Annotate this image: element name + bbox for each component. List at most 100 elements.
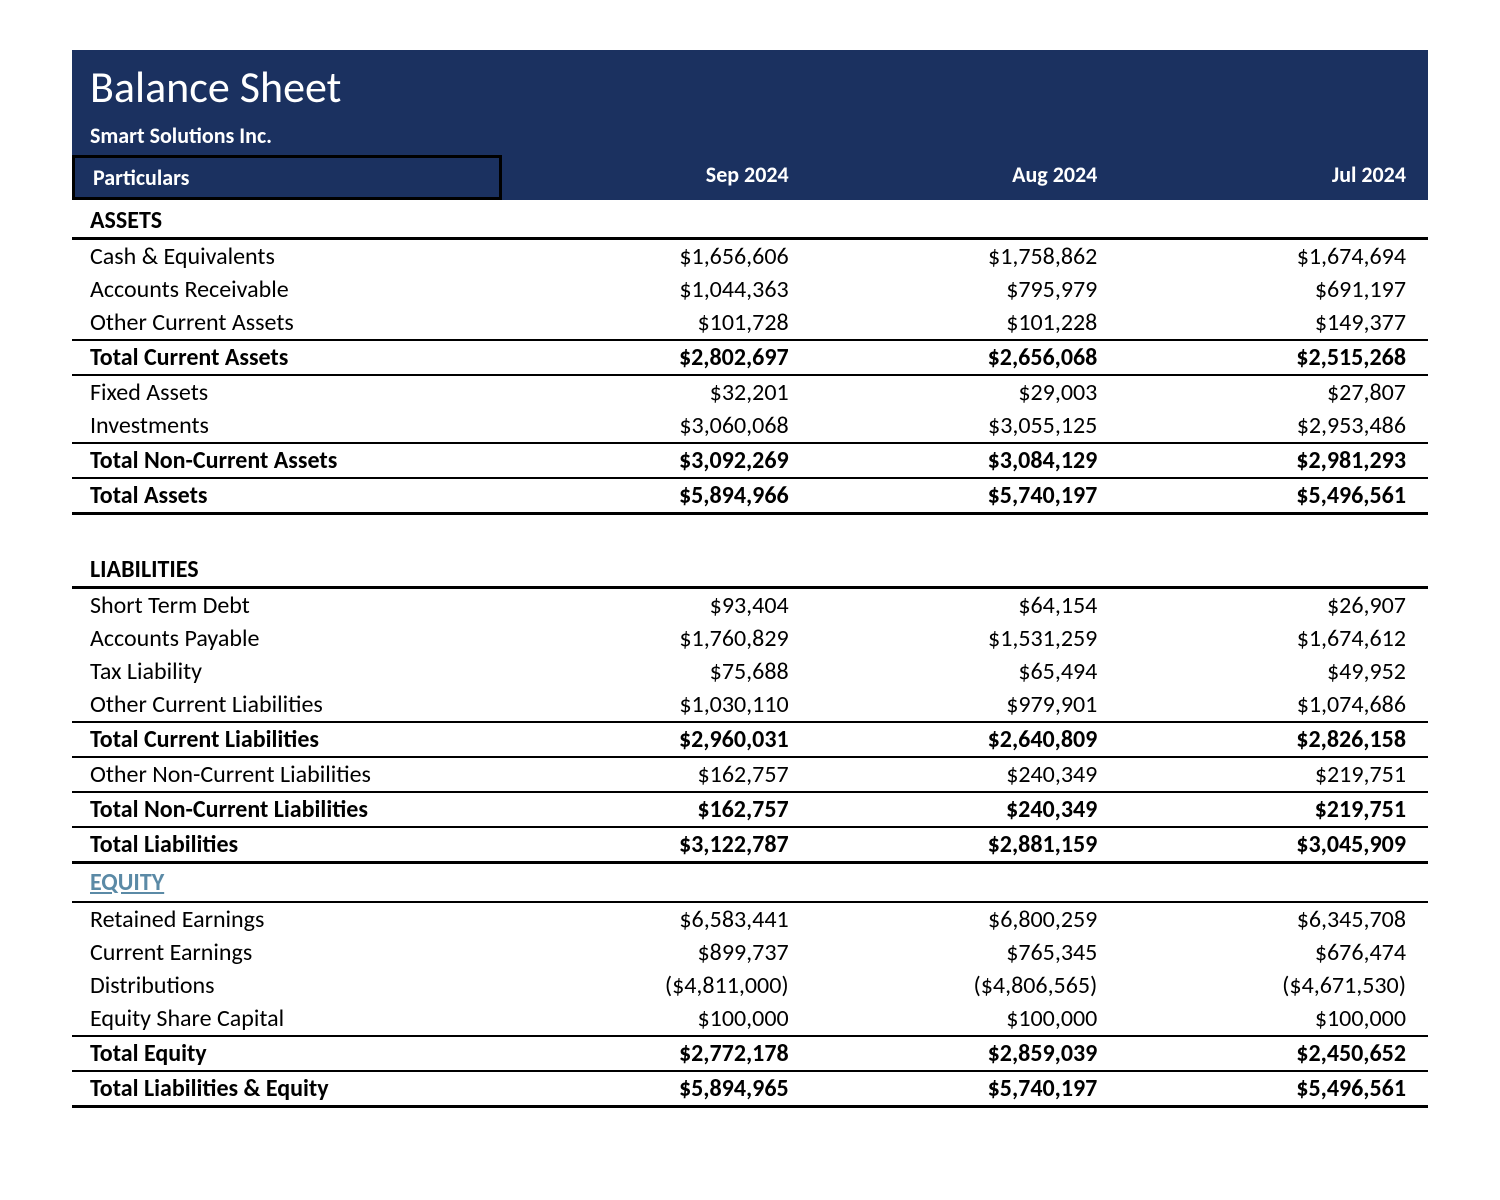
row-val: $3,122,787 [502, 828, 811, 861]
row-val: $101,228 [811, 306, 1120, 339]
row-val: ($4,811,000) [502, 969, 811, 1002]
row-other-current-liabilities: Other Current Liabilities $1,030,110 $97… [72, 688, 1428, 721]
row-val: $1,030,110 [502, 688, 811, 721]
company-name: Smart Solutions Inc. [72, 120, 1428, 155]
row-val: $1,074,686 [1119, 688, 1428, 721]
column-header-row: Particulars Sep 2024 Aug 2024 Jul 2024 [72, 155, 1428, 200]
row-cash: Cash & Equivalents $1,656,606 $1,758,862… [72, 240, 1428, 273]
row-label: Cash & Equivalents [72, 240, 502, 273]
row-val: $1,758,862 [811, 240, 1120, 273]
page: Balance Sheet Smart Solutions Inc. Parti… [0, 0, 1500, 1200]
row-val: $3,084,129 [811, 444, 1120, 477]
row-val: $1,760,829 [502, 622, 811, 655]
row-val: $5,740,197 [811, 1072, 1120, 1105]
row-val: $5,894,965 [502, 1072, 811, 1105]
row-label: Retained Earnings [72, 903, 502, 936]
row-val: $219,751 [1119, 793, 1428, 826]
row-label: Total Equity [72, 1037, 502, 1070]
section-heading-equity: EQUITY [72, 864, 1428, 903]
row-label: Tax Liability [72, 655, 502, 688]
row-current-earnings: Current Earnings $899,737 $765,345 $676,… [72, 936, 1428, 969]
row-val: $1,674,612 [1119, 622, 1428, 655]
balance-sheet: Balance Sheet Smart Solutions Inc. Parti… [72, 50, 1428, 1108]
sheet-body: ASSETS Cash & Equivalents $1,656,606 $1,… [72, 200, 1428, 1108]
row-label: Distributions [72, 969, 502, 1002]
column-header-period-2: Jul 2024 [1119, 155, 1428, 200]
row-val: $2,656,068 [811, 341, 1120, 374]
row-total-noncurrent-assets: Total Non-Current Assets $3,092,269 $3,0… [72, 442, 1428, 479]
row-val: $1,674,694 [1119, 240, 1428, 273]
row-val: $93,404 [502, 589, 811, 622]
row-label: Total Liabilities [72, 828, 502, 861]
row-val: $2,640,809 [811, 723, 1120, 756]
row-equity-share-capital: Equity Share Capital $100,000 $100,000 $… [72, 1002, 1428, 1035]
row-val: $2,960,031 [502, 723, 811, 756]
row-val: $676,474 [1119, 936, 1428, 969]
row-total-liabilities-equity: Total Liabilities & Equity $5,894,965 $5… [72, 1072, 1428, 1108]
row-label: Fixed Assets [72, 376, 502, 409]
row-val: $1,531,259 [811, 622, 1120, 655]
section-heading-assets: ASSETS [72, 200, 1428, 240]
row-label: Equity Share Capital [72, 1002, 502, 1035]
row-tax-liability: Tax Liability $75,688 $65,494 $49,952 [72, 655, 1428, 688]
row-val: $219,751 [1119, 758, 1428, 791]
row-val: $795,979 [811, 273, 1120, 306]
row-investments: Investments $3,060,068 $3,055,125 $2,953… [72, 409, 1428, 442]
row-val: $3,045,909 [1119, 828, 1428, 861]
row-val: ($4,806,565) [811, 969, 1120, 1002]
row-total-noncurrent-liabilities: Total Non-Current Liabilities $162,757 $… [72, 791, 1428, 828]
row-total-liabilities: Total Liabilities $3,122,787 $2,881,159 … [72, 828, 1428, 864]
row-val: $2,515,268 [1119, 341, 1428, 374]
row-val: $149,377 [1119, 306, 1428, 339]
section-spacer [72, 515, 1428, 549]
row-label: Investments [72, 409, 502, 442]
row-val: $100,000 [1119, 1002, 1428, 1035]
row-val: $6,583,441 [502, 903, 811, 936]
row-distributions: Distributions ($4,811,000) ($4,806,565) … [72, 969, 1428, 1002]
row-val: $2,859,039 [811, 1037, 1120, 1070]
row-val: $3,092,269 [502, 444, 811, 477]
row-total-current-assets: Total Current Assets $2,802,697 $2,656,0… [72, 339, 1428, 376]
row-oca: Other Current Assets $101,728 $101,228 $… [72, 306, 1428, 339]
row-val: $979,901 [811, 688, 1120, 721]
title-bar: Balance Sheet [72, 50, 1428, 120]
row-val: $162,757 [502, 758, 811, 791]
row-val: $1,656,606 [502, 240, 811, 273]
row-label: Current Earnings [72, 936, 502, 969]
column-header-period-1: Aug 2024 [811, 155, 1120, 200]
row-label: Other Non-Current Liabilities [72, 758, 502, 791]
row-val: $75,688 [502, 655, 811, 688]
sheet-title: Balance Sheet [90, 60, 1410, 114]
row-other-noncurrent-liabilities: Other Non-Current Liabilities $162,757 $… [72, 758, 1428, 791]
row-val: $240,349 [811, 758, 1120, 791]
row-retained-earnings: Retained Earnings $6,583,441 $6,800,259 … [72, 903, 1428, 936]
row-val: $2,881,159 [811, 828, 1120, 861]
row-val: $5,496,561 [1119, 479, 1428, 512]
row-val: $29,003 [811, 376, 1120, 409]
row-val: $5,894,966 [502, 479, 811, 512]
row-total-current-liabilities: Total Current Liabilities $2,960,031 $2,… [72, 721, 1428, 758]
row-val: $3,055,125 [811, 409, 1120, 442]
row-total-assets: Total Assets $5,894,966 $5,740,197 $5,49… [72, 479, 1428, 515]
row-accounts-payable: Accounts Payable $1,760,829 $1,531,259 $… [72, 622, 1428, 655]
row-label: Total Liabilities & Equity [72, 1072, 502, 1105]
row-val: $32,201 [502, 376, 811, 409]
row-val: $5,496,561 [1119, 1072, 1428, 1105]
row-val: $2,826,158 [1119, 723, 1428, 756]
row-val: $26,907 [1119, 589, 1428, 622]
row-ar: Accounts Receivable $1,044,363 $795,979 … [72, 273, 1428, 306]
row-label: Accounts Payable [72, 622, 502, 655]
row-val: $691,197 [1119, 273, 1428, 306]
row-val: $2,953,486 [1119, 409, 1428, 442]
row-val: $2,802,697 [502, 341, 811, 374]
row-label: Short Term Debt [72, 589, 502, 622]
row-label: Total Non-Current Liabilities [72, 793, 502, 826]
row-label: Total Non-Current Assets [72, 444, 502, 477]
row-val: $2,450,652 [1119, 1037, 1428, 1070]
row-val: $899,737 [502, 936, 811, 969]
row-val: $5,740,197 [811, 479, 1120, 512]
column-header-particulars: Particulars [72, 155, 502, 200]
row-label: Total Assets [72, 479, 502, 512]
row-label: Other Current Liabilities [72, 688, 502, 721]
row-val: $2,772,178 [502, 1037, 811, 1070]
